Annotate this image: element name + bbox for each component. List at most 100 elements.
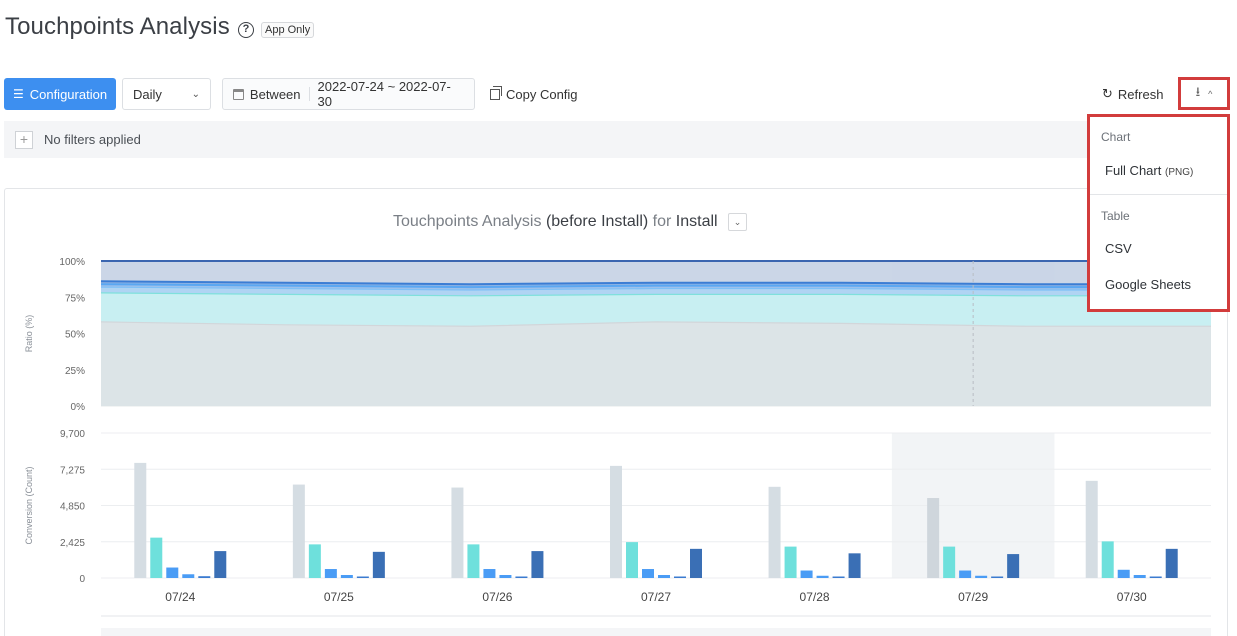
- chart-title-for: for: [652, 213, 672, 231]
- help-icon[interactable]: ?: [238, 22, 254, 38]
- bar: [848, 553, 861, 578]
- date-range-value: 2022-07-24 ~ 2022-07-30: [317, 79, 451, 109]
- area-y-tick: 25%: [65, 366, 85, 377]
- bar: [991, 576, 1004, 578]
- configuration-button[interactable]: ☰ Configuration: [4, 78, 116, 110]
- bar: [927, 498, 940, 578]
- bar: [134, 462, 147, 578]
- full-chart-note: (PNG): [1164, 167, 1194, 178]
- bar: [308, 544, 321, 578]
- area-y-axis-label: Ratio (%): [24, 315, 34, 353]
- bar: [214, 551, 227, 578]
- bar: [626, 542, 638, 578]
- bar: [531, 551, 544, 578]
- menu-group-table: Table: [1101, 209, 1130, 223]
- page-title: Touchpoints Analysis: [5, 13, 230, 40]
- area-fill: [101, 321, 1211, 406]
- menu-item-full-chart[interactable]: Full Chart (PNG): [1090, 163, 1193, 178]
- download-button[interactable]: ⭳ ^: [1178, 77, 1230, 110]
- bar: [1085, 480, 1098, 578]
- bar: [372, 551, 385, 578]
- x-tick-label: 07/30: [1117, 590, 1147, 604]
- chart-title: Touchpoints Analysis (before Install) fo…: [0, 213, 1140, 231]
- bar-y-tick: 7,275: [60, 465, 85, 476]
- bar: [690, 548, 702, 578]
- bar: [515, 576, 528, 578]
- area-series-line: [100, 321, 1211, 327]
- area-y-tick: 50%: [65, 330, 85, 341]
- bar: [832, 576, 845, 578]
- bar: [975, 575, 988, 578]
- bar: [198, 576, 211, 578]
- download-menu: Chart Full Chart (PNG) Table CSV Google …: [1087, 114, 1230, 312]
- app-only-badge: App Only: [261, 22, 315, 38]
- refresh-button[interactable]: ↻ Refresh: [1102, 78, 1163, 110]
- bar: [816, 575, 829, 578]
- bar: [166, 567, 179, 578]
- x-tick-label: 07/29: [958, 590, 988, 604]
- bar: [292, 484, 305, 578]
- area-series-line: [100, 280, 1211, 286]
- bar: [182, 574, 195, 578]
- x-tick-label: 07/25: [324, 590, 354, 604]
- bar: [610, 465, 622, 578]
- bar: [499, 575, 512, 578]
- area-series-line: [100, 292, 1211, 297]
- x-tick-label: 07/28: [800, 590, 830, 604]
- bar: [467, 544, 480, 578]
- x-tick-label: 07/26: [482, 590, 512, 604]
- x-tick-label: 07/27: [641, 590, 671, 604]
- interval-value: Daily: [133, 86, 162, 102]
- filter-bar: + No filters applied: [4, 121, 1089, 158]
- bar: [340, 575, 353, 578]
- event-dropdown-icon[interactable]: ⌄: [728, 213, 748, 231]
- menu-item-csv[interactable]: CSV: [1105, 241, 1132, 256]
- bar: [1007, 554, 1020, 578]
- date-separator: [308, 87, 310, 101]
- bar: [451, 487, 464, 578]
- area-series-line: [100, 286, 1211, 291]
- chart-title-name: Touchpoints Analysis: [392, 213, 542, 231]
- bar: [959, 570, 972, 578]
- chevron-down-icon: ⌄: [191, 88, 200, 100]
- copy-config-button[interactable]: Copy Config: [490, 78, 578, 110]
- menu-divider: [1090, 194, 1227, 195]
- bar-y-tick: 0: [79, 574, 85, 585]
- chevron-up-icon: ^: [1208, 88, 1213, 99]
- area-y-tick: 0%: [71, 402, 86, 413]
- area-y-tick: 75%: [65, 293, 85, 304]
- bar-y-axis-label: Conversion (Count): [24, 466, 34, 544]
- full-chart-label: Full Chart: [1105, 163, 1162, 178]
- date-prefix: Between: [249, 86, 301, 102]
- bar-y-tick: 4,850: [60, 502, 85, 513]
- bar: [642, 569, 654, 578]
- area-series-line: [100, 283, 1211, 289]
- refresh-label: Refresh: [1117, 86, 1164, 102]
- bar: [674, 576, 686, 578]
- bar: [324, 569, 337, 578]
- refresh-icon: ↻: [1102, 86, 1113, 101]
- menu-group-chart: Chart: [1101, 130, 1131, 144]
- copy-icon: [490, 85, 502, 100]
- sliders-icon: ☰: [12, 87, 24, 101]
- bar: [1149, 576, 1162, 578]
- chart-title-event[interactable]: Install: [675, 213, 718, 231]
- bar: [658, 575, 670, 578]
- bar-y-tick: 9,700: [60, 429, 85, 440]
- x-tick-label: 07/24: [165, 590, 195, 604]
- scroll-area: [101, 628, 1211, 636]
- configuration-label: Configuration: [29, 86, 108, 102]
- bar: [800, 570, 813, 578]
- bar-y-tick: 2,425: [60, 538, 85, 549]
- interval-select[interactable]: Daily ⌄: [122, 78, 211, 110]
- area-y-tick: 100%: [59, 257, 85, 268]
- date-range-picker[interactable]: Between 2022-07-24 ~ 2022-07-30: [222, 78, 475, 110]
- bar: [1101, 541, 1114, 578]
- bar: [150, 537, 163, 578]
- bar: [768, 486, 781, 578]
- add-filter-button[interactable]: +: [15, 130, 33, 149]
- chart-title-mid: (before Install): [545, 213, 649, 231]
- menu-item-google-sheets[interactable]: Google Sheets: [1105, 277, 1192, 292]
- bar: [1165, 548, 1178, 578]
